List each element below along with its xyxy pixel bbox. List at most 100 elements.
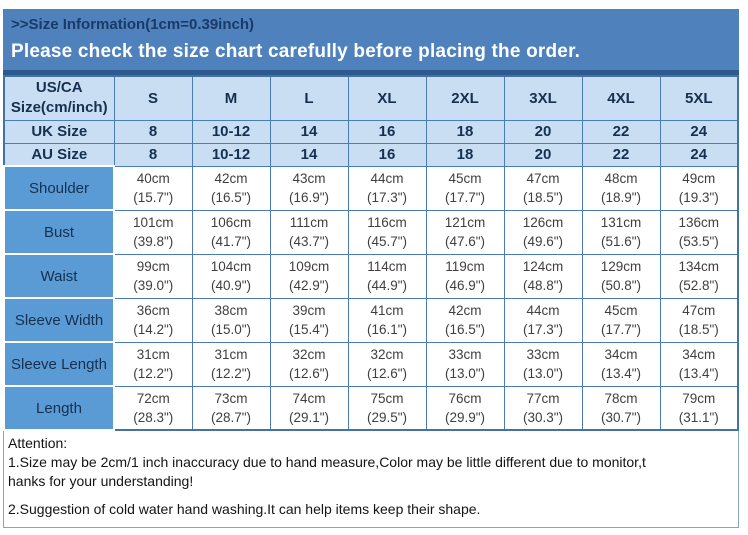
cm-value: 49cm bbox=[682, 171, 716, 186]
measurement-row: Sleeve Length 31cm (12.2") 31cm (12.2") 32cm (… bbox=[3, 341, 739, 387]
measurement-row: Bust 101cm (39.8") 106cm (41.7") 111cm (43.7")… bbox=[3, 209, 739, 255]
size-value-cell: 24 bbox=[659, 142, 739, 167]
inch-value: (46.9") bbox=[444, 278, 486, 293]
measurement-cell: 74cm (29.1") bbox=[269, 385, 349, 431]
cm-value: 126cm bbox=[522, 215, 564, 230]
measurement-cell: 129cm (50.8") bbox=[581, 253, 661, 299]
banner-title: >>Size Information(1cm=0.39inch) bbox=[11, 16, 254, 33]
cm-value: 124cm bbox=[522, 259, 564, 274]
measurement-cell: 34cm (13.4") bbox=[659, 341, 739, 387]
inch-value: (39.0") bbox=[133, 278, 174, 293]
inch-value: (13.0") bbox=[444, 366, 486, 381]
measurement-cell: 45cm (17.7") bbox=[581, 297, 661, 343]
measurement-cell: 40cm (15.7") bbox=[113, 165, 193, 211]
measurement-cell: 34cm (13.4") bbox=[581, 341, 661, 387]
size-conversion-row: UK Size 8 10-12 14 16 18 20 22 24 bbox=[3, 119, 739, 144]
size-value-cell: 24 bbox=[659, 119, 739, 144]
attention-title: Attention: bbox=[8, 435, 68, 451]
measurement-cell: 73cm (28.7") bbox=[191, 385, 271, 431]
measurement-cell: 44cm (17.3") bbox=[347, 165, 427, 211]
cm-value: 73cm bbox=[214, 390, 248, 406]
inch-value: (41.7") bbox=[210, 234, 252, 249]
cm-value: 45cm bbox=[604, 303, 638, 318]
measurement-label: Bust bbox=[3, 209, 115, 255]
inch-value: (40.9") bbox=[210, 278, 252, 293]
size-value-cell: 14 bbox=[269, 142, 349, 167]
attention-note-1: 1.Size may be 2cm/1 inch inaccuracy due … bbox=[8, 454, 646, 470]
measurement-label: Shoulder bbox=[3, 165, 115, 211]
attention-note-1-cont: hanks for your understanding! bbox=[8, 473, 194, 489]
inch-value: (39.8") bbox=[133, 234, 174, 249]
inch-value: (30.7") bbox=[600, 409, 642, 425]
size-value-cell: 22 bbox=[581, 142, 661, 167]
measurement-cell: 78cm (30.7") bbox=[581, 385, 661, 431]
size-value-cell: 10-12 bbox=[191, 119, 271, 144]
measurement-cell: 36cm (14.2") bbox=[113, 297, 193, 343]
inch-value: (12.6") bbox=[288, 366, 330, 381]
inch-value: (13.0") bbox=[522, 366, 564, 381]
cm-value: 129cm bbox=[600, 259, 642, 274]
size-chart-table: US/CA Size(cm/inch) S M L XL 2XL 3XL 4XL… bbox=[3, 75, 739, 431]
header-size-3xl: 3XL bbox=[503, 75, 583, 121]
cm-value: 39cm bbox=[292, 303, 326, 318]
attention-box: Attention: 1.Size may be 2cm/1 inch inac… bbox=[3, 431, 739, 528]
measurement-cell: 45cm (17.7") bbox=[425, 165, 505, 211]
header-us-ca-line2: Size(cm/inch) bbox=[10, 99, 108, 117]
inch-value: (15.7") bbox=[133, 190, 174, 205]
header-size-l: L bbox=[269, 75, 349, 121]
inch-value: (31.1") bbox=[678, 409, 719, 425]
cm-value: 104cm bbox=[210, 259, 252, 274]
cm-value: 36cm bbox=[136, 303, 170, 318]
cm-value: 45cm bbox=[448, 171, 482, 186]
row-label: AU Size bbox=[3, 142, 115, 167]
cm-value: 32cm bbox=[292, 347, 326, 362]
cm-value: 121cm bbox=[444, 215, 486, 230]
measurement-cell: 104cm (40.9") bbox=[191, 253, 271, 299]
cm-value: 32cm bbox=[370, 347, 404, 362]
measurement-cell: 75cm (29.5") bbox=[347, 385, 427, 431]
cm-value: 106cm bbox=[210, 215, 252, 230]
measurement-row: Length 72cm (28.3") 73cm (28.7") 74cm (29.1") 7… bbox=[3, 385, 739, 431]
inch-value: (29.1") bbox=[288, 409, 330, 425]
cm-value: 31cm bbox=[136, 347, 170, 362]
inch-value: (50.8") bbox=[600, 278, 642, 293]
size-value-cell: 8 bbox=[113, 119, 193, 144]
inch-value: (17.3") bbox=[522, 322, 564, 337]
size-chart-body: UK Size 8 10-12 14 16 18 20 22 24 AU Size 8 10-12 14… bbox=[3, 119, 739, 431]
cm-value: 74cm bbox=[292, 390, 326, 406]
measurement-cell: 116cm (45.7") bbox=[347, 209, 427, 255]
cm-value: 119cm bbox=[445, 259, 485, 274]
inch-value: (14.2") bbox=[133, 322, 174, 337]
measurement-cell: 38cm (15.0") bbox=[191, 297, 271, 343]
table-header-row: US/CA Size(cm/inch) S M L XL 2XL 3XL 4XL… bbox=[3, 75, 739, 121]
measurement-cell: 79cm (31.1") bbox=[659, 385, 739, 431]
inch-value: (12.6") bbox=[366, 366, 408, 381]
inch-value: (16.5") bbox=[444, 322, 486, 337]
size-value-cell: 20 bbox=[503, 142, 583, 167]
attention-note-2: 2.Suggestion of cold water hand washing.… bbox=[8, 501, 481, 517]
inch-value: (29.9") bbox=[444, 409, 486, 425]
header-us-ca-size: US/CA Size(cm/inch) bbox=[3, 75, 115, 121]
inch-value: (15.4") bbox=[288, 322, 330, 337]
header-size-2xl: 2XL bbox=[425, 75, 505, 121]
inch-value: (49.6") bbox=[522, 234, 564, 249]
cm-value: 40cm bbox=[136, 171, 170, 186]
inch-value: (43.7") bbox=[288, 234, 330, 249]
cm-value: 78cm bbox=[604, 390, 638, 406]
measurement-cell: 119cm (46.9") bbox=[425, 253, 505, 299]
measurement-cell: 42cm (16.5") bbox=[191, 165, 271, 211]
inch-value: (17.7") bbox=[600, 322, 642, 337]
cm-value: 134cm bbox=[678, 259, 720, 274]
inch-value: (45.7") bbox=[366, 234, 408, 249]
inch-value: (52.8") bbox=[678, 278, 719, 293]
cm-value: 114cm bbox=[367, 259, 407, 274]
measurement-cell: 109cm (42.9") bbox=[269, 253, 349, 299]
row-label: UK Size bbox=[3, 119, 115, 144]
inch-value: (28.7") bbox=[210, 409, 252, 425]
banner-subtitle: Please check the size chart carefully be… bbox=[11, 41, 581, 62]
header-size-5xl: 5XL bbox=[659, 75, 739, 121]
measurement-cell: 47cm (18.5") bbox=[503, 165, 583, 211]
size-value-cell: 16 bbox=[347, 119, 427, 144]
measurement-cell: 33cm (13.0") bbox=[425, 341, 505, 387]
inch-value: (51.6") bbox=[600, 234, 642, 249]
